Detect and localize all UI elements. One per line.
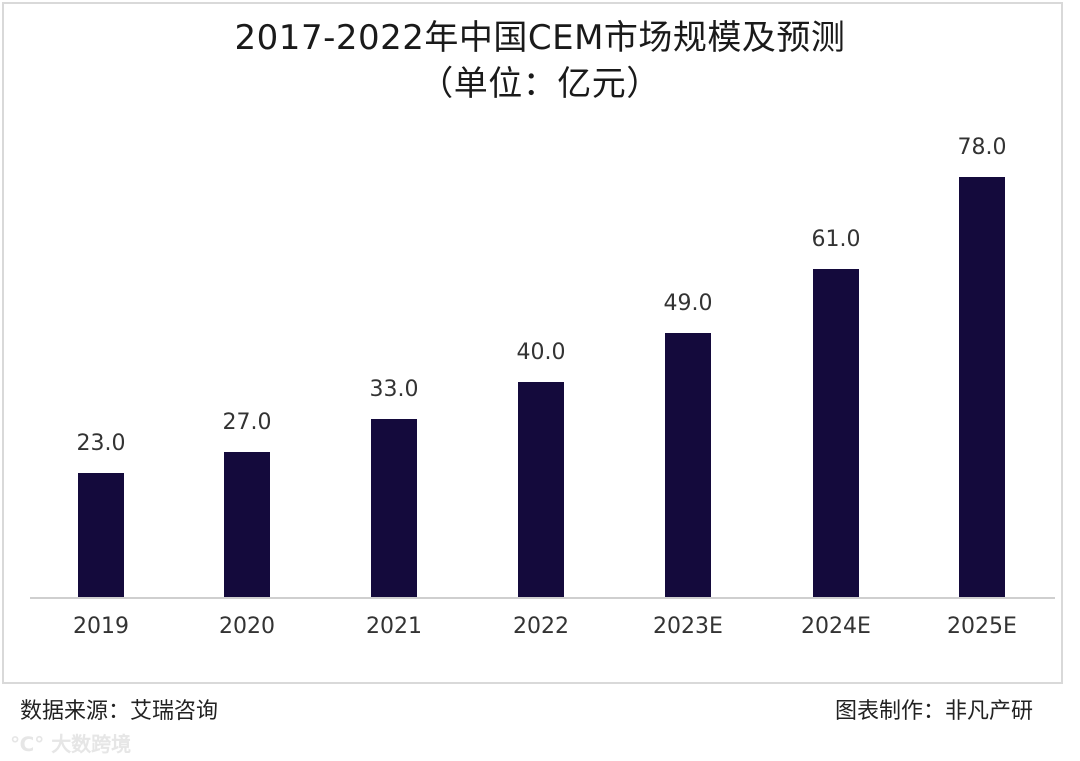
x-tick-label: 2024E xyxy=(801,614,871,639)
value-label: 27.0 xyxy=(222,409,272,435)
value-label: 61.0 xyxy=(811,226,861,252)
value-label: 49.0 xyxy=(663,291,713,317)
value-label: 40.0 xyxy=(516,339,566,365)
chart-maker: 图表制作：非凡产研 xyxy=(835,699,1034,724)
bar-2025E xyxy=(959,177,1005,597)
x-tick-label: 2021 xyxy=(366,614,422,639)
bar-2019 xyxy=(78,473,124,597)
bar-2020 xyxy=(224,451,270,597)
bar-2021 xyxy=(371,419,417,597)
bar-2022 xyxy=(518,381,564,597)
watermark-logo-icon: ℃° xyxy=(10,732,45,756)
watermark: ℃° 大数跨境 xyxy=(10,732,132,756)
x-tick-label: 2020 xyxy=(219,614,275,639)
chart-title: 2017-2022年中国CEM市场规模及预测 xyxy=(234,18,846,58)
bar-2024E xyxy=(813,268,859,597)
chart-frame xyxy=(2,2,1063,684)
x-tick-label: 2022 xyxy=(513,614,569,639)
x-tick-label: 2025E xyxy=(947,614,1017,639)
x-tick-label: 2023E xyxy=(653,614,723,639)
x-tick-label: 2019 xyxy=(73,614,129,639)
bar-2023E xyxy=(665,333,711,597)
value-label: 23.0 xyxy=(76,431,126,457)
value-label: 78.0 xyxy=(957,135,1007,160)
chart-subtitle-unit: （单位：亿元） xyxy=(419,64,661,104)
value-label: 33.0 xyxy=(369,377,419,403)
x-axis-line xyxy=(30,597,1055,599)
data-source: 数据来源：艾瑞咨询 xyxy=(20,699,219,724)
